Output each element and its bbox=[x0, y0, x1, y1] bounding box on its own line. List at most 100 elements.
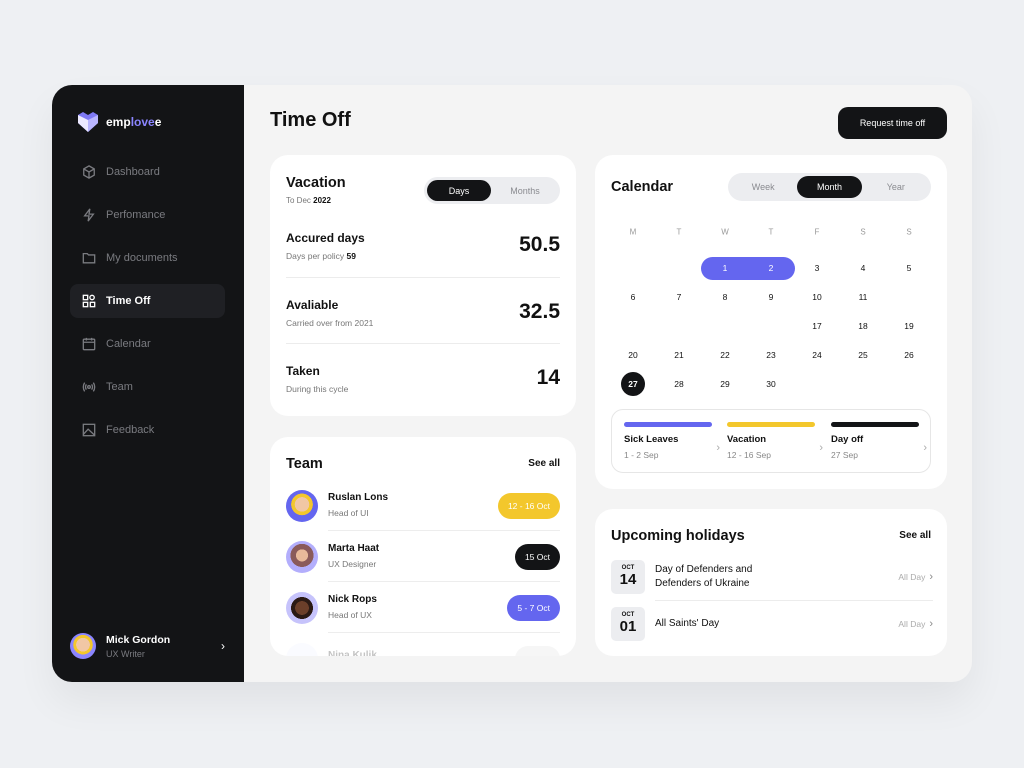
toggle-months[interactable]: Months bbox=[510, 185, 540, 196]
calendar-day[interactable]: 20 bbox=[628, 350, 638, 360]
chevron-right-icon: › bbox=[923, 442, 927, 454]
team-title: Team bbox=[286, 456, 323, 472]
calendar-day[interactable]: 5 bbox=[906, 263, 912, 273]
calendar-day[interactable]: 14 bbox=[674, 321, 684, 331]
calendar-day[interactable]: 13 bbox=[628, 321, 638, 331]
toggle-days[interactable]: Days bbox=[427, 180, 491, 201]
calendar-day[interactable]: 22 bbox=[720, 350, 730, 360]
calendar-day[interactable]: 8 bbox=[722, 292, 728, 302]
app-window: emplovee Dashboard Perfomance My documen… bbox=[52, 85, 972, 682]
days-months-toggle: Days Months bbox=[424, 177, 560, 204]
calendar-day[interactable]: 25 bbox=[858, 350, 868, 360]
view-year[interactable]: Year bbox=[886, 182, 905, 192]
broadcast-icon bbox=[82, 382, 96, 392]
sidebar-nav: Dashboard Perfomance My documents Time O… bbox=[70, 155, 225, 456]
calendar-day[interactable]: 21 bbox=[674, 350, 684, 360]
holiday-item[interactable]: OCT 01 All Saints' Day All Day › bbox=[611, 601, 933, 646]
holiday-date: OCT 01 bbox=[611, 606, 645, 641]
calendar-day[interactable]: 24 bbox=[812, 350, 822, 360]
legend-day-off[interactable]: Day off 27 Sep › bbox=[831, 422, 927, 460]
calendar-day[interactable]: 15 bbox=[720, 321, 730, 331]
calendar-title: Calendar bbox=[611, 179, 674, 195]
sidebar-item-feedback[interactable]: Feedback bbox=[70, 413, 225, 447]
logo[interactable]: emplovee bbox=[76, 111, 161, 133]
member-name: Marta Haat bbox=[328, 543, 380, 554]
holidays-see-all-link[interactable]: See all bbox=[899, 530, 931, 541]
avatar bbox=[286, 591, 318, 624]
calendar-icon bbox=[82, 337, 96, 351]
sidebar-item-team[interactable]: Team bbox=[70, 370, 225, 404]
time-off-badge: 5 - 7 Oct bbox=[507, 594, 560, 621]
team-member-row[interactable]: Ruslan Lons Head of UI 12 - 16 Oct bbox=[286, 480, 560, 531]
chevron-right-icon: › bbox=[716, 442, 720, 454]
member-role: Head of UX bbox=[328, 610, 372, 620]
calendar-day[interactable]: 9 bbox=[768, 292, 774, 302]
avatar bbox=[70, 633, 96, 659]
vacation-card: Vacation To Dec 2022 Days Months Accured… bbox=[270, 155, 576, 416]
sidebar-item-calendar[interactable]: Calendar bbox=[70, 327, 225, 361]
avatar bbox=[286, 642, 318, 656]
calendar-day[interactable]: 23 bbox=[766, 350, 776, 360]
chevron-right-icon: › bbox=[929, 570, 933, 583]
calendar-day[interactable]: 1 bbox=[722, 263, 728, 273]
weekday-label: W bbox=[721, 227, 729, 237]
calendar-day[interactable]: 26 bbox=[904, 350, 914, 360]
calendar-day[interactable]: 11 bbox=[858, 292, 868, 302]
view-month[interactable]: Month bbox=[797, 176, 862, 198]
sidebar-item-dashboard[interactable]: Dashboard bbox=[70, 155, 225, 189]
sidebar-item-performance[interactable]: Perfomance bbox=[70, 198, 225, 232]
calendar-day[interactable]: 29 bbox=[720, 379, 730, 389]
time-off-badge: 12 - 16 Oct bbox=[497, 492, 560, 519]
chevron-right-icon[interactable]: › bbox=[221, 639, 225, 653]
weekday-label: M bbox=[629, 227, 637, 237]
sidebar-item-my-documents[interactable]: My documents bbox=[70, 241, 225, 275]
calendar-day[interactable]: 28 bbox=[674, 379, 684, 389]
calendar-day[interactable]: 18 bbox=[858, 321, 868, 331]
divider bbox=[655, 600, 933, 601]
weekday-label: S bbox=[906, 227, 912, 237]
image-icon bbox=[82, 423, 96, 437]
stat-accrued: Accured days Days per policy 59 50.5 bbox=[286, 231, 560, 261]
calendar-day[interactable]: 10 bbox=[812, 292, 822, 302]
time-off-badge: 12 Oct bbox=[514, 645, 560, 656]
holidays-card: Upcoming holidays See all OCT 14 Day of D… bbox=[595, 509, 947, 656]
request-time-off-button[interactable]: Request time off bbox=[838, 107, 947, 139]
user-name: Mick Gordon bbox=[106, 633, 171, 646]
user-profile[interactable]: Mick Gordon UX Writer › bbox=[70, 633, 225, 659]
calendar-day[interactable]: 19 bbox=[904, 321, 914, 331]
team-member-row[interactable]: Nick Rops Head of UX 5 - 7 Oct bbox=[286, 582, 560, 633]
weekday-label: T bbox=[768, 227, 774, 237]
stat-taken: Taken During this cycle 14 bbox=[286, 343, 560, 409]
sidebar: emplovee Dashboard Perfomance My documen… bbox=[52, 85, 244, 682]
calendar-day[interactable]: 30 bbox=[766, 379, 776, 389]
team-member-row[interactable]: Nina Kulik 12 Oct bbox=[286, 633, 560, 656]
team-see-all-link[interactable]: See all bbox=[528, 458, 560, 469]
calendar-day[interactable]: 16 bbox=[766, 321, 776, 331]
calendar-day[interactable]: 7 bbox=[676, 292, 682, 302]
calendar-view-toggle: Week Month Year bbox=[728, 173, 931, 201]
weekday-label: F bbox=[814, 227, 820, 237]
calendar-day[interactable]: 6 bbox=[630, 292, 636, 302]
view-week[interactable]: Week bbox=[751, 182, 775, 192]
avatar bbox=[286, 540, 318, 573]
holiday-item[interactable]: OCT 14 Day of Defenders and Defenders of … bbox=[611, 554, 933, 599]
grid-icon bbox=[82, 294, 96, 308]
heart-cube-logo-icon bbox=[78, 112, 98, 132]
legend-sick-leaves[interactable]: Sick Leaves 1 - 2 Sep › bbox=[624, 422, 720, 460]
avatar bbox=[286, 489, 318, 522]
calendar-day[interactable]: 4 bbox=[860, 263, 866, 273]
team-member-row[interactable]: Marta Haat UX Designer 15 Oct bbox=[286, 531, 560, 582]
time-off-badge: 15 Oct bbox=[514, 543, 560, 570]
legend-vacation[interactable]: Vacation 12 - 16 Sep › bbox=[727, 422, 823, 460]
holiday-date: OCT 14 bbox=[611, 559, 645, 594]
member-name: Nina Kulik bbox=[328, 650, 377, 656]
calendar-day[interactable]: 3 bbox=[814, 263, 820, 273]
sidebar-item-time-off[interactable]: Time Off bbox=[70, 284, 225, 318]
calendar-day[interactable]: 27 bbox=[621, 372, 645, 396]
user-role: UX Writer bbox=[106, 648, 145, 659]
calendar-day[interactable]: 2 bbox=[768, 263, 774, 273]
vacation-title: Vacation bbox=[286, 175, 346, 191]
member-role: Head of UI bbox=[328, 508, 369, 518]
calendar-day[interactable]: 12 bbox=[904, 292, 914, 302]
calendar-day[interactable]: 17 bbox=[812, 321, 822, 331]
